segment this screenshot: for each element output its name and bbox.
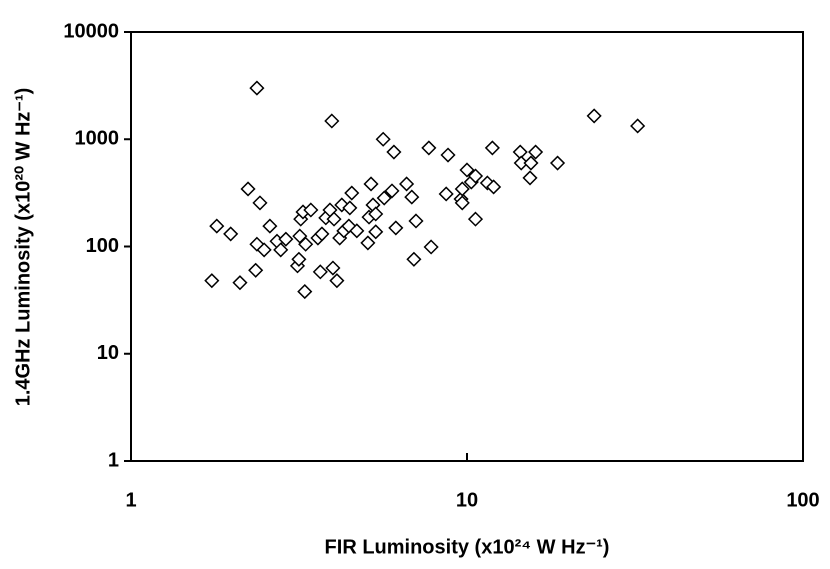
point: [324, 113, 340, 129]
point: [325, 260, 341, 276]
point: [486, 179, 502, 195]
point: [273, 242, 289, 258]
point: [223, 226, 239, 242]
point: [329, 273, 345, 289]
point: [459, 162, 475, 178]
point: [209, 218, 225, 234]
point: [406, 251, 422, 267]
point: [252, 195, 268, 211]
y-axis-title: 1.4GHz Luminosity (x10²⁰ W Hz⁻¹): [12, 88, 34, 407]
point: [312, 264, 328, 280]
point: [360, 235, 376, 251]
point: [421, 140, 437, 156]
x-tick-label: 100: [786, 489, 819, 511]
point: [423, 239, 439, 255]
y-tick-label: 1000: [75, 128, 120, 150]
point: [549, 155, 566, 171]
point: [513, 155, 529, 171]
point: [376, 190, 392, 206]
point: [248, 262, 264, 278]
point: [291, 251, 307, 267]
x-axis-title: FIR Luminosity (x10²⁴ W Hz⁻¹): [325, 536, 610, 558]
point: [440, 147, 456, 163]
point: [375, 131, 391, 147]
point: [303, 202, 319, 218]
point: [298, 236, 314, 252]
y-tick-label: 1: [108, 449, 119, 471]
point: [240, 181, 256, 197]
x-tick-label: 1: [125, 489, 136, 511]
point: [342, 200, 358, 216]
y-tick-label: 10000: [63, 20, 119, 42]
point: [232, 275, 248, 291]
point: [256, 242, 272, 258]
point: [384, 183, 400, 199]
point: [467, 211, 484, 227]
point: [454, 181, 470, 197]
point: [278, 231, 294, 247]
point: [404, 189, 420, 205]
point: [297, 284, 313, 300]
point: [204, 273, 220, 289]
point: [438, 186, 454, 202]
point: [586, 108, 602, 124]
point: [523, 155, 539, 171]
point: [522, 170, 538, 186]
point: [349, 223, 365, 239]
point: [467, 168, 484, 184]
point: [249, 80, 265, 96]
plot-frame: [130, 31, 804, 462]
point: [262, 218, 278, 234]
point: [399, 176, 415, 192]
point: [388, 220, 404, 236]
point: [408, 213, 424, 229]
point: [454, 195, 470, 211]
point: [484, 140, 500, 156]
y-tick-label: 100: [86, 235, 119, 257]
point: [314, 226, 330, 242]
point: [528, 144, 544, 160]
x-tick-label: 10: [456, 489, 478, 511]
point: [363, 176, 379, 192]
point: [344, 185, 360, 201]
point: [368, 206, 384, 222]
point: [386, 144, 402, 160]
point: [368, 224, 384, 240]
point: [326, 211, 342, 227]
y-tick-label: 10: [97, 342, 119, 364]
point: [630, 118, 646, 134]
